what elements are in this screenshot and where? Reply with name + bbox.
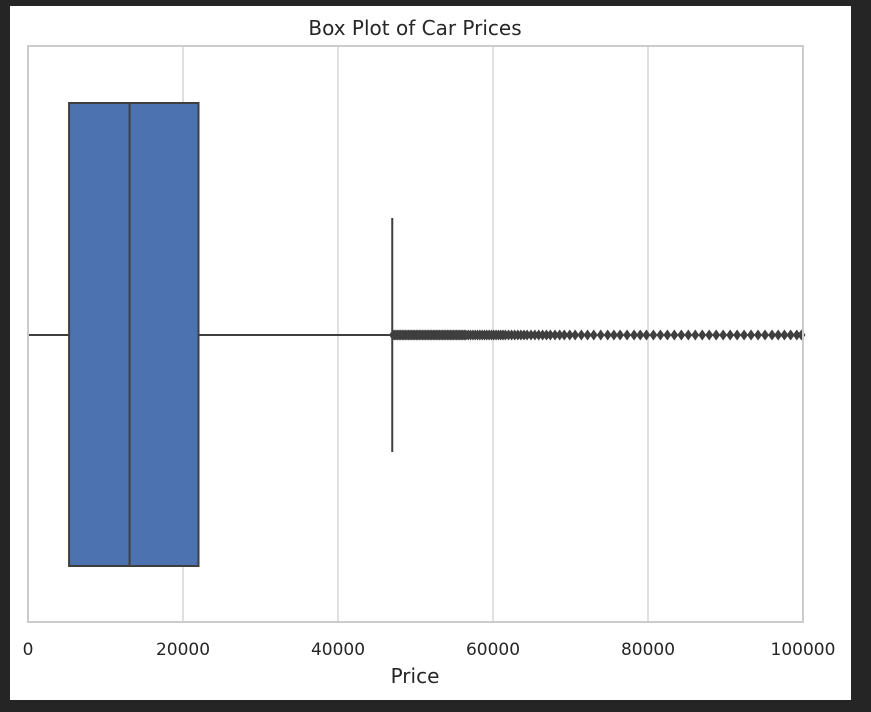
outlier-point — [663, 329, 672, 341]
outlier-point — [560, 329, 569, 341]
outlier-point — [603, 329, 612, 341]
outlier-point — [761, 329, 770, 341]
outlier-point — [733, 329, 742, 341]
outlier-point — [747, 329, 756, 341]
outlier-point — [691, 329, 700, 341]
outlier-point — [797, 329, 806, 341]
outlier-point — [555, 329, 564, 341]
outlier-point — [740, 329, 749, 341]
outlier-point — [623, 329, 632, 341]
x-tick-labels: 0 20000 40000 60000 80000 100000 — [23, 640, 836, 660]
outlier-point — [589, 329, 598, 341]
chart-title: Box Plot of Car Prices — [308, 16, 521, 40]
outlier-point — [705, 329, 714, 341]
outlier-point — [698, 329, 707, 341]
x-tick-label: 0 — [23, 640, 34, 660]
outlier-point — [670, 329, 679, 341]
outlier-point — [792, 329, 801, 341]
outlier-point — [551, 329, 559, 341]
outlier-point — [719, 329, 728, 341]
outlier-point — [583, 329, 592, 341]
outlier-point — [609, 329, 618, 341]
iqr-box — [68, 102, 200, 567]
outlier-point — [577, 329, 586, 341]
x-tick-label: 60000 — [466, 640, 520, 660]
x-tick-label: 100000 — [771, 640, 836, 660]
outlier-point — [780, 329, 789, 341]
x-tick-label: 40000 — [311, 640, 365, 660]
outlier-point — [712, 329, 721, 341]
outlier-point — [649, 329, 658, 341]
outlier-point — [684, 329, 693, 341]
plot-area — [27, 102, 806, 567]
chart-figure: Box Plot of Car Prices 0 20000 40000 60000 8… — [10, 6, 851, 700]
outlier-point — [565, 329, 574, 341]
outlier-point — [677, 329, 686, 341]
x-tick-label: 20000 — [156, 640, 210, 660]
outlier-point — [596, 329, 605, 341]
plot-frame — [27, 45, 804, 623]
outlier-point — [786, 329, 795, 341]
outlier-point — [571, 329, 580, 341]
outlier-point — [754, 329, 763, 341]
outlier-point — [642, 329, 651, 341]
outlier-point — [774, 329, 783, 341]
x-tick-label: 80000 — [621, 640, 675, 660]
outlier-point — [616, 329, 625, 341]
box-plot-chart: Box Plot of Car Prices 0 20000 40000 60000 8… — [23, 16, 836, 688]
outlier-point — [636, 329, 645, 341]
outlier-point — [546, 329, 555, 341]
outlier-point — [630, 329, 639, 341]
outlier-point — [656, 329, 665, 341]
outlier-point — [768, 329, 776, 341]
x-axis-label: Price — [391, 664, 440, 688]
outlier-point — [726, 329, 735, 341]
